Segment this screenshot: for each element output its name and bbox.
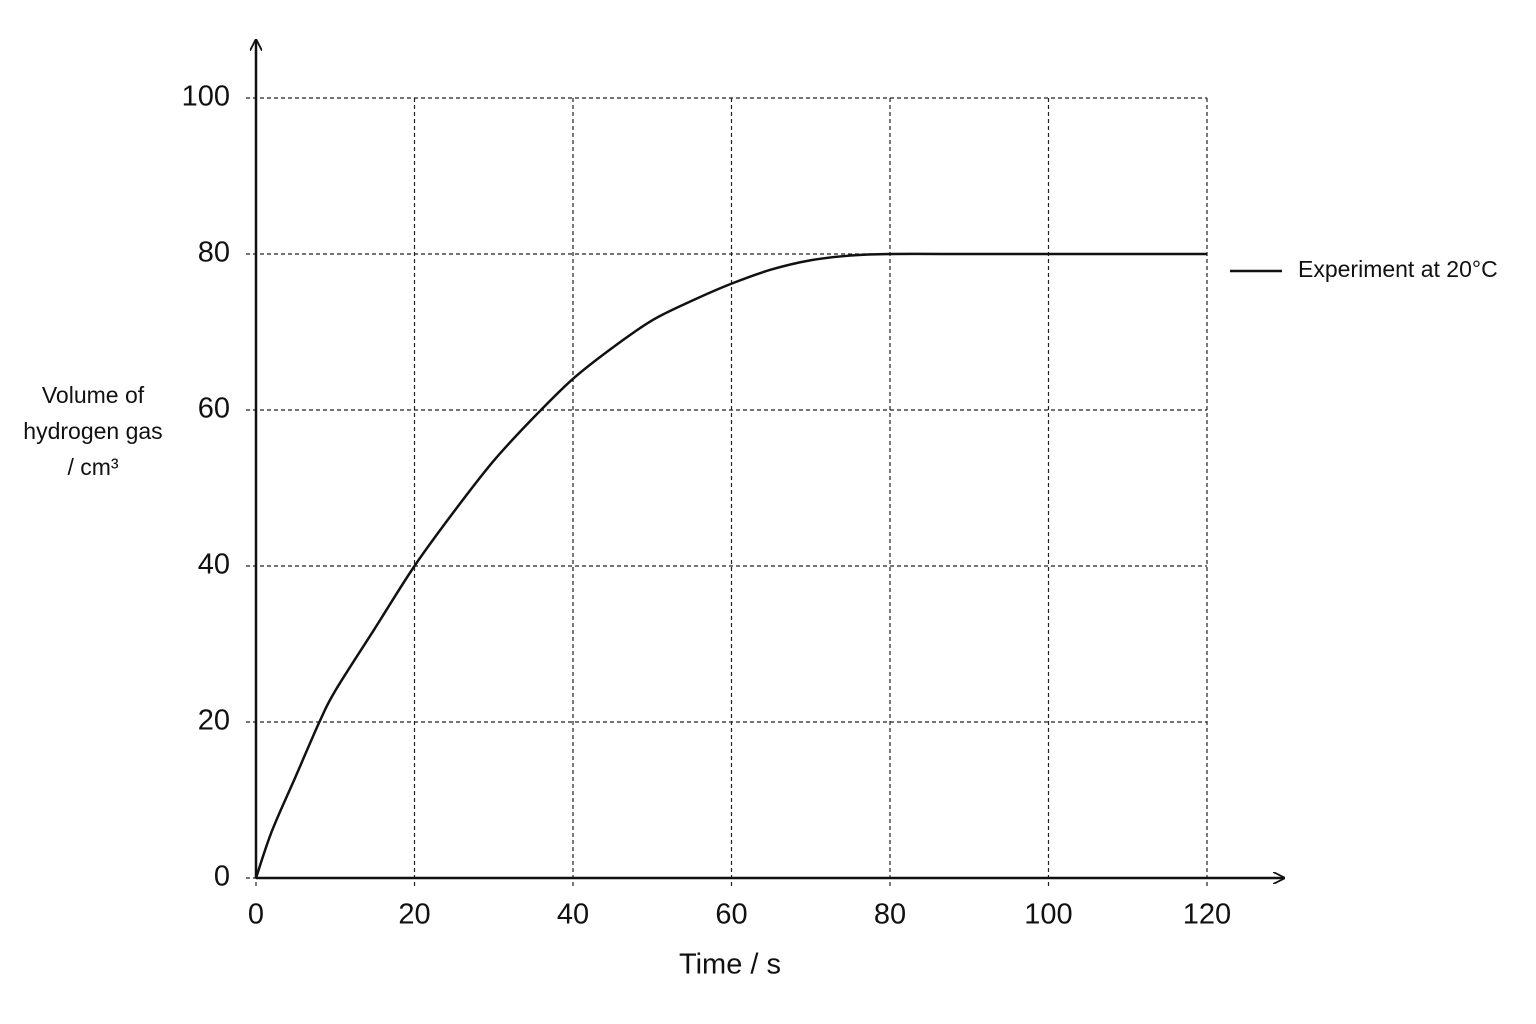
- y-tick-label: 0: [214, 861, 230, 893]
- y-axis-label: Volume of: [42, 382, 145, 408]
- legend-label: Experiment at 20°C: [1298, 256, 1498, 282]
- y-tick-label: 80: [198, 237, 230, 269]
- y-tick-label: 100: [182, 81, 230, 113]
- y-axis-label: hydrogen gas: [23, 418, 162, 444]
- x-axis-label: Time / s: [679, 949, 781, 981]
- y-tick-label: 40: [198, 549, 230, 581]
- x-tick-label: 100: [1024, 899, 1072, 931]
- grid: [246, 97, 1208, 888]
- x-tick-label: 120: [1183, 899, 1231, 931]
- y-tick-label: 60: [198, 393, 230, 425]
- x-tick-label: 20: [398, 899, 430, 931]
- x-tick-label: 0: [248, 899, 264, 931]
- y-axis-label: / cm³: [67, 454, 118, 480]
- x-tick-label: 40: [557, 899, 589, 931]
- y-tick-label: 20: [198, 705, 230, 737]
- x-tick-label: 60: [715, 899, 747, 931]
- data-line: [254, 252, 1207, 879]
- x-tick-label: 80: [874, 899, 906, 931]
